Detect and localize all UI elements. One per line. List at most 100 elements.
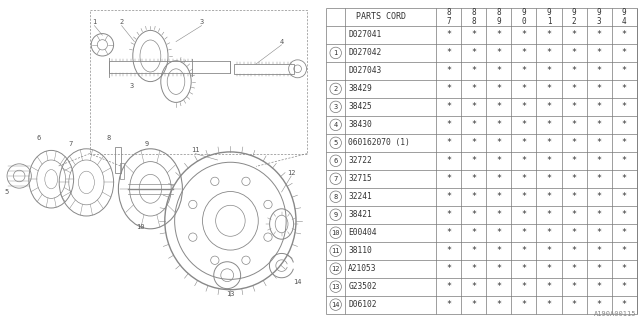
Text: *: * (547, 210, 552, 219)
Text: *: * (596, 30, 602, 39)
Text: *: * (547, 102, 552, 111)
Text: *: * (446, 192, 451, 201)
Text: *: * (522, 138, 527, 147)
Text: 9
0: 9 0 (522, 8, 526, 26)
Text: *: * (446, 156, 451, 165)
Text: 12: 12 (287, 170, 296, 176)
Text: *: * (497, 264, 501, 273)
Text: *: * (622, 192, 627, 201)
Text: *: * (446, 138, 451, 147)
Text: *: * (547, 120, 552, 129)
Text: 7: 7 (68, 141, 72, 147)
Text: *: * (471, 246, 476, 255)
Text: *: * (446, 84, 451, 93)
Text: *: * (522, 228, 527, 237)
Text: D06102: D06102 (348, 300, 377, 309)
Text: D027041: D027041 (348, 30, 381, 39)
Text: 5: 5 (4, 189, 8, 195)
Text: *: * (497, 210, 501, 219)
Text: 4: 4 (280, 39, 284, 44)
Text: *: * (622, 30, 627, 39)
Text: *: * (622, 246, 627, 255)
Text: *: * (596, 228, 602, 237)
Text: *: * (596, 156, 602, 165)
Text: *: * (522, 67, 527, 76)
Text: *: * (547, 174, 552, 183)
Text: 38421: 38421 (348, 210, 372, 219)
Text: *: * (572, 30, 577, 39)
Text: *: * (497, 67, 501, 76)
Text: *: * (497, 174, 501, 183)
Text: 2: 2 (120, 20, 124, 25)
Text: *: * (622, 48, 627, 58)
Text: *: * (547, 138, 552, 147)
Text: *: * (547, 156, 552, 165)
Bar (120, 163, 124, 179)
Text: *: * (497, 156, 501, 165)
Text: *: * (622, 264, 627, 273)
Text: *: * (622, 282, 627, 291)
Text: *: * (446, 264, 451, 273)
Text: 38110: 38110 (348, 246, 372, 255)
Text: *: * (547, 30, 552, 39)
Text: *: * (446, 246, 451, 255)
Text: 8
9: 8 9 (497, 8, 501, 26)
Text: *: * (596, 210, 602, 219)
Text: 3: 3 (333, 104, 338, 110)
Text: *: * (596, 174, 602, 183)
Text: *: * (471, 67, 476, 76)
Text: *: * (622, 228, 627, 237)
Text: *: * (497, 282, 501, 291)
Text: *: * (622, 67, 627, 76)
Text: *: * (497, 192, 501, 201)
Text: *: * (572, 102, 577, 111)
Text: D027042: D027042 (348, 48, 381, 58)
Text: 2: 2 (333, 86, 338, 92)
Text: *: * (596, 84, 602, 93)
Text: G23502: G23502 (348, 282, 377, 291)
Text: *: * (522, 156, 527, 165)
Text: 12: 12 (332, 266, 340, 272)
Text: *: * (572, 48, 577, 58)
Text: *: * (596, 102, 602, 111)
Text: *: * (497, 138, 501, 147)
Text: D027043: D027043 (348, 67, 381, 76)
Text: *: * (522, 210, 527, 219)
Text: 9: 9 (145, 141, 149, 147)
Bar (115, 147, 121, 173)
Text: *: * (596, 67, 602, 76)
Text: *: * (622, 138, 627, 147)
Text: *: * (471, 228, 476, 237)
Text: *: * (522, 282, 527, 291)
Text: *: * (622, 210, 627, 219)
Text: 32722: 32722 (348, 156, 372, 165)
Text: *: * (547, 246, 552, 255)
Text: 7: 7 (333, 176, 338, 182)
Text: *: * (572, 210, 577, 219)
Text: *: * (596, 282, 602, 291)
Text: *: * (446, 228, 451, 237)
Text: *: * (572, 264, 577, 273)
Text: *: * (522, 120, 527, 129)
Text: 1: 1 (92, 20, 97, 25)
Text: 8
8: 8 8 (472, 8, 476, 26)
Text: *: * (596, 246, 602, 255)
Text: *: * (622, 102, 627, 111)
Text: *: * (522, 300, 527, 309)
Text: *: * (547, 228, 552, 237)
Text: 8: 8 (107, 135, 111, 140)
Text: 4: 4 (333, 122, 338, 128)
Text: *: * (572, 228, 577, 237)
Text: 6: 6 (333, 158, 338, 164)
Text: *: * (471, 30, 476, 39)
Text: *: * (572, 138, 577, 147)
Text: 6: 6 (36, 135, 40, 140)
Text: *: * (596, 264, 602, 273)
Text: 060162070 (1): 060162070 (1) (348, 138, 410, 147)
Bar (109, 61, 230, 73)
Text: E00404: E00404 (348, 228, 377, 237)
Text: *: * (522, 192, 527, 201)
Text: 9
4: 9 4 (622, 8, 627, 26)
Text: 38430: 38430 (348, 120, 372, 129)
Text: 11: 11 (332, 248, 340, 254)
